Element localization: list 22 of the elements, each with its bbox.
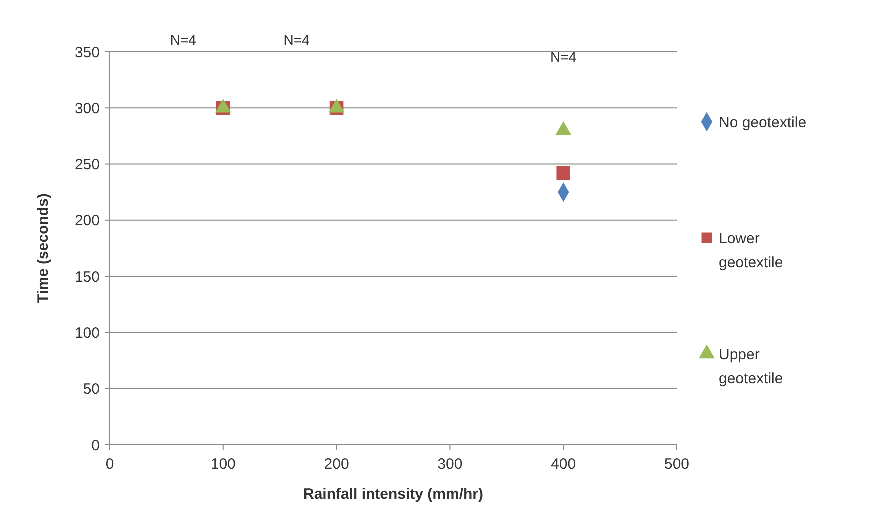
text: N=4: [284, 32, 310, 48]
annotation: N=4: [550, 48, 577, 65]
x-axis-title: Rainfall intensity (mm/hr): [303, 486, 484, 503]
y-tick-label: 250: [74, 156, 100, 174]
x-tick-label: 0: [106, 456, 114, 473]
y-tick-label: 0: [92, 437, 100, 454]
x-tick-label: 300: [438, 456, 463, 473]
legend-label: Upper geotextile: [719, 346, 784, 388]
y-axis-title: Time (seconds): [35, 194, 52, 304]
y-tick-label: 150: [74, 268, 100, 286]
y-tick-label: 50: [83, 381, 100, 398]
legend-label: No geotextile: [719, 114, 807, 132]
y-tick-label: 200: [74, 212, 100, 230]
x-tick-label: 200: [324, 456, 350, 473]
legend-label: Lower geotextile: [719, 230, 784, 272]
x-tick-label: 500: [664, 456, 690, 473]
text: N=4: [170, 32, 197, 48]
y-tick-label: 100: [74, 324, 100, 342]
y-tick-label: 300: [74, 100, 100, 118]
x-tick-label: 400: [551, 456, 576, 473]
x-tick-label: 100: [210, 456, 236, 473]
y-tick-label: 350: [74, 44, 100, 62]
